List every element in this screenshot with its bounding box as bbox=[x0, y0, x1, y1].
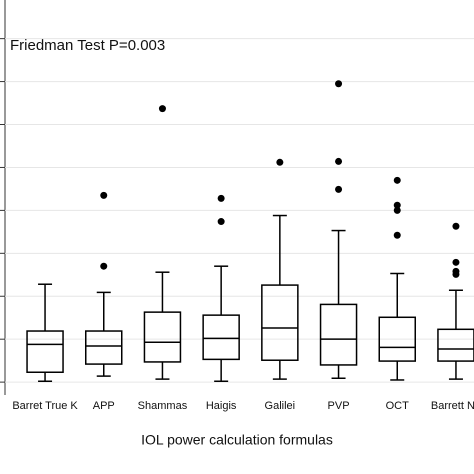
outlier bbox=[393, 201, 401, 209]
outlier bbox=[335, 185, 343, 193]
x-tick-label: PVP bbox=[328, 400, 350, 412]
x-tick-label: Haigis bbox=[206, 400, 237, 412]
x-tick-label: Barrett No bbox=[431, 400, 474, 412]
box bbox=[202, 314, 240, 361]
outlier bbox=[158, 105, 166, 113]
box bbox=[143, 311, 182, 363]
x-tick-label: APP bbox=[93, 400, 115, 412]
box bbox=[319, 303, 358, 366]
outlier bbox=[100, 262, 108, 270]
outlier bbox=[452, 258, 460, 266]
outlier bbox=[100, 191, 108, 199]
outlier bbox=[393, 206, 401, 214]
outlier bbox=[452, 267, 460, 275]
box bbox=[26, 330, 64, 373]
outlier bbox=[335, 157, 343, 165]
box bbox=[378, 316, 416, 362]
outlier bbox=[335, 80, 343, 88]
outlier bbox=[393, 231, 401, 239]
box bbox=[261, 284, 299, 361]
annotation: Friedman Test P=0.003 bbox=[10, 37, 165, 54]
outlier bbox=[452, 222, 460, 230]
outlier bbox=[276, 158, 284, 166]
outlier bbox=[217, 194, 225, 202]
x-tick-label: Shammas bbox=[138, 400, 188, 412]
x-axis-label: IOL power calculation formulas bbox=[141, 432, 333, 448]
x-tick-label: Galilei bbox=[265, 400, 296, 412]
box bbox=[85, 330, 123, 365]
box bbox=[437, 328, 474, 362]
x-tick-label: OCT bbox=[386, 400, 410, 412]
x-tick-label: Barret True K bbox=[12, 400, 78, 412]
outlier bbox=[217, 218, 225, 226]
outlier bbox=[393, 176, 401, 184]
